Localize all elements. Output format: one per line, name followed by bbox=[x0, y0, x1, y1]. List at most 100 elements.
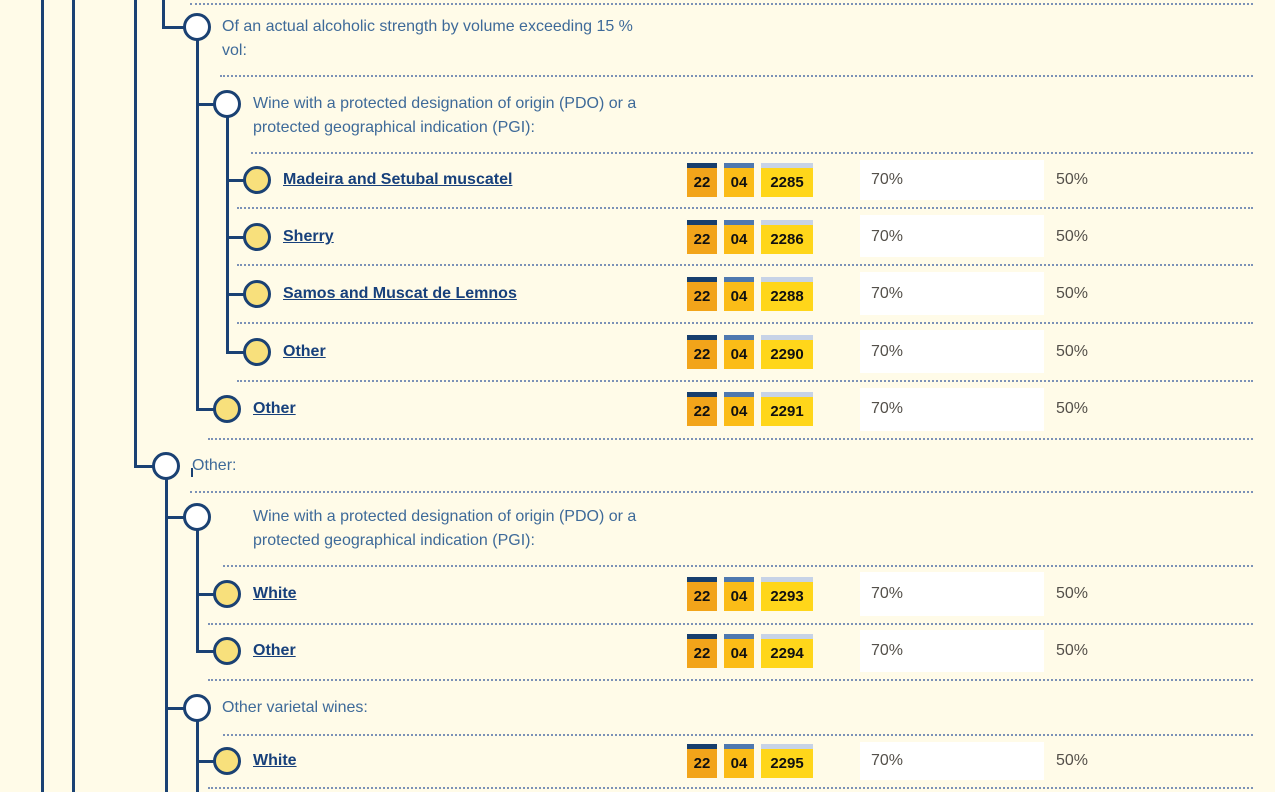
row-divider bbox=[190, 3, 1253, 5]
commodity-code-badges: 22 04 2294 bbox=[687, 634, 813, 668]
commodity-link-sherry[interactable]: Sherry bbox=[283, 228, 334, 245]
code-subheading-badge: 2286 bbox=[761, 220, 813, 254]
tree-line bbox=[196, 40, 199, 411]
commodity-link-madeira-setubal[interactable]: Madeira and Setubal muscatel bbox=[283, 171, 513, 188]
commodity-link-other-2294[interactable]: Other bbox=[253, 642, 296, 659]
commodity-link-samos-muscat[interactable]: Samos and Muscat de Lemnos bbox=[283, 285, 517, 302]
tree-node-pdo-pgi-wine-1[interactable] bbox=[213, 90, 241, 118]
commodity-link-white-2293[interactable]: White bbox=[253, 585, 297, 602]
code-subheading-badge: 2295 bbox=[761, 744, 813, 778]
row-divider bbox=[237, 207, 1253, 209]
tree-connector bbox=[196, 593, 214, 596]
tree-connector bbox=[134, 465, 153, 468]
text-cursor-artifact bbox=[191, 468, 193, 477]
duty-value: 70% bbox=[871, 585, 904, 602]
duty-box bbox=[860, 215, 1044, 257]
code-chapter-badge: 22 bbox=[687, 277, 717, 311]
duty-value: 70% bbox=[871, 642, 904, 659]
duty-box bbox=[860, 330, 1044, 373]
commodity-code-badges: 22 04 2285 bbox=[687, 163, 813, 197]
tree-line bbox=[41, 0, 44, 792]
row-divider bbox=[208, 679, 1253, 681]
tree-node-other-2291[interactable] bbox=[213, 395, 241, 423]
preference-value: 50% bbox=[1056, 285, 1089, 302]
duty-box bbox=[860, 572, 1044, 616]
tree-line bbox=[72, 0, 75, 792]
row-divider bbox=[237, 322, 1253, 324]
commodity-code-badges: 22 04 2288 bbox=[687, 277, 813, 311]
preference-value: 50% bbox=[1056, 400, 1089, 417]
commodity-code-badges: 22 04 2290 bbox=[687, 335, 813, 369]
row-divider bbox=[237, 380, 1253, 382]
row-divider bbox=[251, 152, 1253, 154]
row-divider bbox=[208, 623, 1253, 625]
code-chapter-badge: 22 bbox=[687, 634, 717, 668]
tree-node-other-group[interactable] bbox=[152, 452, 180, 480]
category-label: Other: bbox=[192, 457, 237, 474]
tree-connector bbox=[226, 236, 244, 239]
tree-node-white-2293[interactable] bbox=[213, 580, 241, 608]
code-subheading-badge: 2293 bbox=[761, 577, 813, 611]
tree-connector bbox=[196, 103, 214, 106]
tree-node-other-varietal-wines[interactable] bbox=[183, 694, 211, 722]
tree-connector bbox=[165, 707, 184, 710]
commodity-link-white-2295[interactable]: White bbox=[253, 752, 297, 769]
tree-line bbox=[196, 530, 199, 653]
duty-value: 70% bbox=[871, 228, 904, 245]
row-divider bbox=[223, 565, 1253, 567]
tree-line bbox=[165, 479, 168, 792]
commodity-code-badges: 22 04 2291 bbox=[687, 392, 813, 426]
code-chapter-badge: 22 bbox=[687, 335, 717, 369]
duty-value: 70% bbox=[871, 285, 904, 302]
code-heading-badge: 04 bbox=[724, 744, 754, 778]
code-chapter-badge: 22 bbox=[687, 163, 717, 197]
code-heading-badge: 04 bbox=[724, 634, 754, 668]
tree-connector bbox=[226, 351, 244, 354]
category-label: Other varietal wines: bbox=[222, 699, 368, 716]
category-label: Wine with a protected designation of ori… bbox=[253, 508, 637, 549]
duty-box bbox=[860, 630, 1044, 672]
duty-box bbox=[860, 388, 1044, 431]
tree-node-madeira-setubal[interactable] bbox=[243, 166, 271, 194]
tree-line bbox=[226, 117, 229, 354]
tree-node-sherry[interactable] bbox=[243, 223, 271, 251]
tree-connector bbox=[226, 293, 244, 296]
row-divider bbox=[208, 787, 1253, 789]
tree-node-other-2294[interactable] bbox=[213, 637, 241, 665]
code-subheading-badge: 2290 bbox=[761, 335, 813, 369]
code-heading-badge: 04 bbox=[724, 577, 754, 611]
tree-connector bbox=[196, 408, 214, 411]
row-divider bbox=[220, 75, 1253, 77]
tree-node-alcoholic-strength-exceeding-15[interactable] bbox=[183, 13, 211, 41]
row-divider bbox=[190, 491, 1253, 493]
tree-connector bbox=[196, 650, 214, 653]
tree-node-other-2290[interactable] bbox=[243, 338, 271, 366]
row-divider bbox=[223, 734, 1253, 736]
code-chapter-badge: 22 bbox=[687, 577, 717, 611]
commodity-link-other-2291[interactable]: Other bbox=[253, 400, 296, 417]
commodity-code-badges: 22 04 2295 bbox=[687, 744, 813, 778]
preference-value: 50% bbox=[1056, 642, 1089, 659]
code-heading-badge: 04 bbox=[724, 277, 754, 311]
duty-value: 70% bbox=[871, 343, 904, 360]
code-chapter-badge: 22 bbox=[687, 744, 717, 778]
tree-connector bbox=[196, 760, 214, 763]
tree-line bbox=[162, 0, 165, 29]
tree-connector bbox=[162, 26, 184, 29]
code-heading-badge: 04 bbox=[724, 163, 754, 197]
duty-box bbox=[860, 160, 1044, 200]
duty-value: 70% bbox=[871, 171, 904, 188]
tree-node-white-2295[interactable] bbox=[213, 747, 241, 775]
code-chapter-badge: 22 bbox=[687, 392, 717, 426]
duty-value: 70% bbox=[871, 400, 904, 417]
tree-node-samos-muscat[interactable] bbox=[243, 280, 271, 308]
row-divider bbox=[208, 438, 1253, 440]
duty-value: 70% bbox=[871, 752, 904, 769]
tree-line bbox=[196, 721, 199, 792]
commodity-link-other-2290[interactable]: Other bbox=[283, 343, 326, 360]
code-heading-badge: 04 bbox=[724, 392, 754, 426]
preference-value: 50% bbox=[1056, 228, 1089, 245]
code-subheading-badge: 2288 bbox=[761, 277, 813, 311]
code-subheading-badge: 2285 bbox=[761, 163, 813, 197]
tree-node-pdo-pgi-wine-2[interactable] bbox=[183, 503, 211, 531]
